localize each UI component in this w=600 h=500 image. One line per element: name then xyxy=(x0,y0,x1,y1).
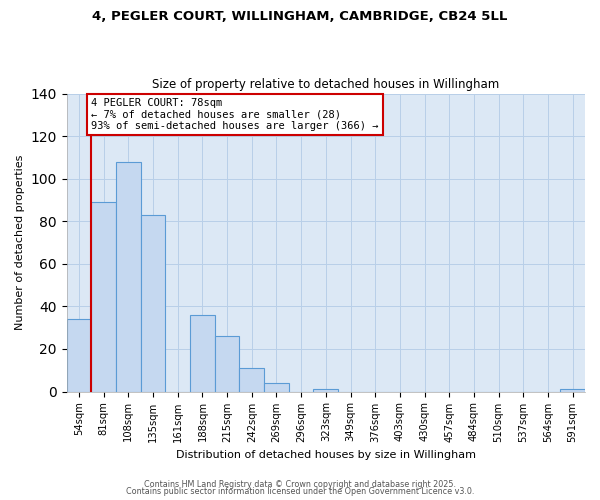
Title: Size of property relative to detached houses in Willingham: Size of property relative to detached ho… xyxy=(152,78,499,91)
Bar xyxy=(91,202,116,392)
Bar xyxy=(67,319,91,392)
Y-axis label: Number of detached properties: Number of detached properties xyxy=(15,155,25,330)
Bar xyxy=(215,336,239,392)
X-axis label: Distribution of detached houses by size in Willingham: Distribution of detached houses by size … xyxy=(176,450,476,460)
Text: 4 PEGLER COURT: 78sqm
← 7% of detached houses are smaller (28)
93% of semi-detac: 4 PEGLER COURT: 78sqm ← 7% of detached h… xyxy=(91,98,379,131)
Bar xyxy=(239,368,264,392)
Bar xyxy=(190,315,215,392)
Text: Contains public sector information licensed under the Open Government Licence v3: Contains public sector information licen… xyxy=(126,488,474,496)
Bar xyxy=(141,215,166,392)
Bar xyxy=(116,162,141,392)
Bar xyxy=(313,390,338,392)
Text: Contains HM Land Registry data © Crown copyright and database right 2025.: Contains HM Land Registry data © Crown c… xyxy=(144,480,456,489)
Text: 4, PEGLER COURT, WILLINGHAM, CAMBRIDGE, CB24 5LL: 4, PEGLER COURT, WILLINGHAM, CAMBRIDGE, … xyxy=(92,10,508,23)
Bar xyxy=(264,383,289,392)
Bar xyxy=(560,390,585,392)
